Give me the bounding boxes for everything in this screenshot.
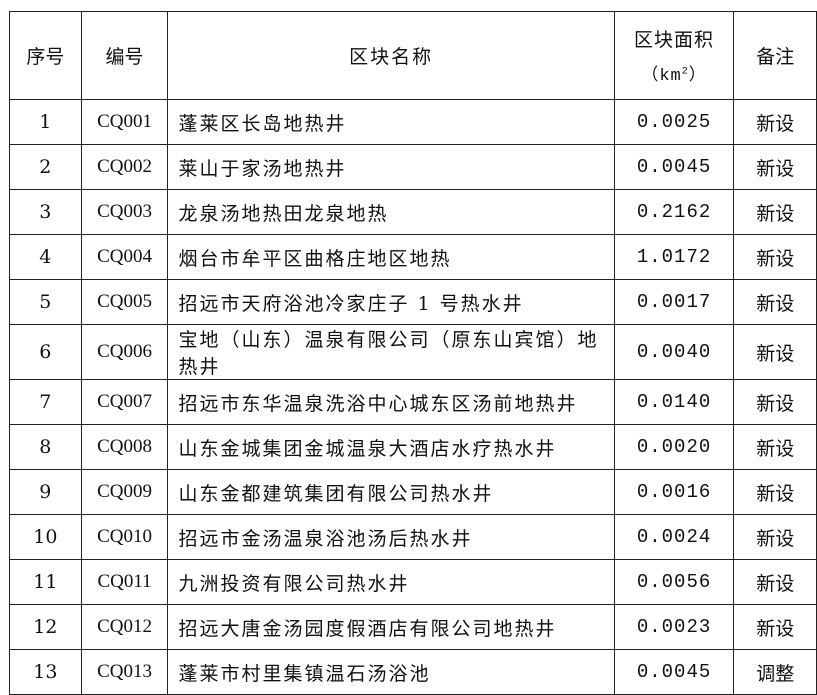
table-row: 6 CQ006 宝地（山东）温泉有限公司（原东山宾馆）地热井 0.0040 新设 (9, 324, 817, 380)
cell-seq: 4 (9, 234, 82, 280)
cell-name: 招远市天府浴池冷家庄子 1 号热水井 (167, 279, 615, 325)
cell-seq: 1 (9, 99, 82, 145)
cell-seq: 13 (9, 649, 82, 695)
cell-note: 新设 (733, 234, 817, 280)
cell-area: 1.0172 (613, 234, 735, 280)
table-row: 9 CQ009 山东金都建筑集团有限公司热水井 0.0016 新设 (9, 469, 817, 515)
cell-code: CQ011 (80, 559, 169, 605)
header-name: 区块名称 (167, 11, 615, 100)
cell-code: CQ004 (80, 234, 169, 280)
cell-name: 招远市东华温泉洗浴中心城东区汤前地热井 (167, 379, 615, 425)
cell-seq: 9 (9, 469, 82, 515)
table-row: 8 CQ008 山东金城集团金城温泉大酒店水疗热水井 0.0020 新设 (9, 424, 817, 470)
header-area-label: 区块面积 (634, 30, 715, 52)
table-row: 13 CQ013 蓬莱市村里集镇温石汤浴池 0.0045 调整 (9, 649, 817, 695)
header-area-unit: （km2） (615, 60, 734, 86)
cell-area: 0.0045 (613, 649, 735, 695)
unit-sup: 2 (681, 66, 689, 78)
unit-prefix: （km (641, 67, 682, 86)
table-row: 10 CQ010 招远市金汤温泉浴池汤后热水井 0.0024 新设 (9, 514, 817, 560)
cell-code: CQ006 (80, 324, 169, 380)
cell-name: 山东金城集团金城温泉大酒店水疗热水井 (167, 424, 615, 470)
cell-seq: 3 (9, 189, 82, 235)
table-row: 12 CQ012 招远大唐金汤园度假酒店有限公司地热井 0.0023 新设 (9, 604, 817, 650)
header-note: 备注 (733, 11, 817, 100)
table-row: 1 CQ001 蓬莱区长岛地热井 0.0025 新设 (9, 99, 817, 145)
cell-area: 0.0020 (613, 424, 735, 470)
cell-name: 蓬莱区长岛地热井 (167, 99, 615, 145)
cell-name: 龙泉汤地热田龙泉地热 (167, 189, 615, 235)
cell-note: 新设 (733, 604, 817, 650)
cell-note: 新设 (733, 424, 817, 470)
cell-area: 0.0025 (613, 99, 735, 145)
cell-code: CQ002 (80, 144, 169, 190)
cell-name: 九洲投资有限公司热水井 (167, 559, 615, 605)
cell-name: 宝地（山东）温泉有限公司（原东山宾馆）地热井 (167, 324, 615, 380)
cell-area: 0.0016 (613, 469, 735, 515)
header-area: 区块面积 （km2） (613, 11, 735, 100)
cell-code: CQ009 (80, 469, 169, 515)
cell-area: 0.0056 (613, 559, 735, 605)
cell-seq: 10 (9, 514, 82, 560)
cell-name: 山东金都建筑集团有限公司热水井 (167, 469, 615, 515)
cell-note: 新设 (733, 189, 817, 235)
table-row: 11 CQ011 九洲投资有限公司热水井 0.0056 新设 (9, 559, 817, 605)
cell-area: 0.0023 (613, 604, 735, 650)
cell-code: CQ007 (80, 379, 169, 425)
cell-note: 调整 (733, 649, 817, 695)
cell-note: 新设 (733, 279, 817, 325)
cell-code: CQ003 (80, 189, 169, 235)
cell-code: CQ008 (80, 424, 169, 470)
cell-name: 蓬莱市村里集镇温石汤浴池 (167, 649, 615, 695)
cell-note: 新设 (733, 559, 817, 605)
cell-seq: 5 (9, 279, 82, 325)
header-seq: 序号 (9, 11, 82, 100)
cell-code: CQ001 (80, 99, 169, 145)
cell-area: 0.0040 (613, 324, 735, 380)
cell-code: CQ012 (80, 604, 169, 650)
cell-seq: 2 (9, 144, 82, 190)
table-row: 5 CQ005 招远市天府浴池冷家庄子 1 号热水井 0.0017 新设 (9, 279, 817, 325)
cell-name: 烟台市牟平区曲格庄地区地热 (167, 234, 615, 280)
cell-area: 0.2162 (613, 189, 735, 235)
cell-name: 莱山于家汤地热井 (167, 144, 615, 190)
table-row: 7 CQ007 招远市东华温泉洗浴中心城东区汤前地热井 0.0140 新设 (9, 379, 817, 425)
cell-seq: 11 (9, 559, 82, 605)
cell-seq: 7 (9, 379, 82, 425)
cell-area: 0.0140 (613, 379, 735, 425)
cell-code: CQ013 (80, 649, 169, 695)
table-row: 3 CQ003 龙泉汤地热田龙泉地热 0.2162 新设 (9, 189, 817, 235)
cell-code: CQ010 (80, 514, 169, 560)
header-row: 序号 编号 区块名称 区块面积 （km2） 备注 (9, 11, 817, 100)
cell-note: 新设 (733, 379, 817, 425)
header-code: 编号 (80, 11, 169, 100)
cell-area: 0.0045 (613, 144, 735, 190)
cell-note: 新设 (733, 469, 817, 515)
cell-area: 0.0017 (613, 279, 735, 325)
cell-seq: 8 (9, 424, 82, 470)
cell-name: 招远大唐金汤园度假酒店有限公司地热井 (167, 604, 615, 650)
cell-area: 0.0024 (613, 514, 735, 560)
geothermal-blocks-table: 序号 编号 区块名称 区块面积 （km2） 备注 1 CQ001 蓬莱区长岛地热井 0… (9, 11, 817, 695)
cell-code: CQ005 (80, 279, 169, 325)
cell-seq: 6 (9, 324, 82, 380)
unit-suffix: ） (688, 67, 707, 86)
cell-seq: 12 (9, 604, 82, 650)
cell-note: 新设 (733, 324, 817, 380)
cell-note: 新设 (733, 99, 817, 145)
table-row: 2 CQ002 莱山于家汤地热井 0.0045 新设 (9, 144, 817, 190)
cell-name: 招远市金汤温泉浴池汤后热水井 (167, 514, 615, 560)
cell-note: 新设 (733, 144, 817, 190)
table-row: 4 CQ004 烟台市牟平区曲格庄地区地热 1.0172 新设 (9, 234, 817, 280)
cell-note: 新设 (733, 514, 817, 560)
